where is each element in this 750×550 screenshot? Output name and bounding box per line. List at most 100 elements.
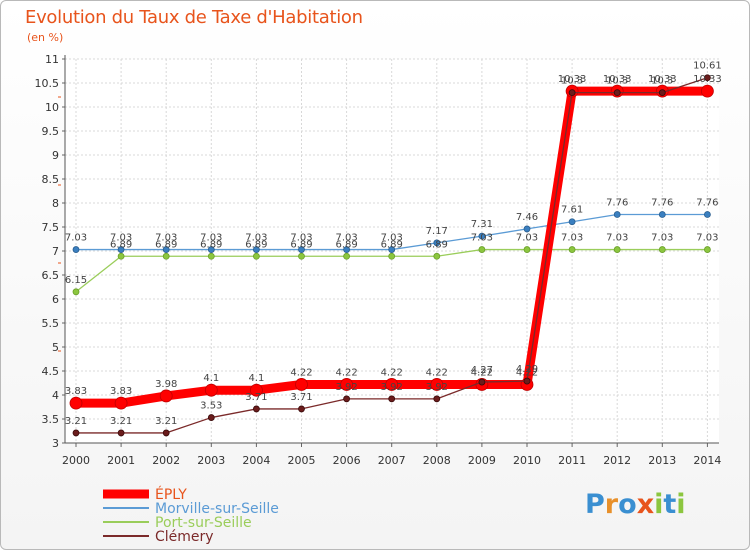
- x-tick-label: 2003: [197, 454, 225, 467]
- data-label: 7.03: [245, 233, 267, 244]
- data-point: [658, 246, 666, 253]
- data-label: 3.71: [290, 392, 312, 403]
- y-tick-label: 5: [52, 341, 59, 354]
- data-point: [523, 377, 531, 385]
- data-point: [568, 246, 576, 253]
- y-tick-label: 3.5: [42, 413, 60, 426]
- data-label: 6.15: [65, 275, 87, 286]
- data-label: 6.89: [381, 239, 403, 250]
- data-label: 10.3: [651, 76, 673, 87]
- data-point: [701, 84, 714, 98]
- data-point: [72, 288, 80, 296]
- data-point: [162, 246, 170, 253]
- data-label: 6.89: [155, 239, 177, 250]
- y-tick-label: 9.5: [42, 125, 60, 138]
- y-tick-label: 3: [52, 437, 59, 450]
- series-lines: [69, 74, 714, 437]
- chart-subtitle: (en %): [27, 31, 64, 44]
- data-label: 6.89: [290, 239, 312, 250]
- y-tick-label: 4: [52, 389, 59, 402]
- data-label: 3.21: [65, 416, 87, 427]
- data-point: [433, 252, 441, 260]
- data-point: [162, 252, 170, 260]
- data-point: [478, 246, 486, 253]
- data-label: 6.89: [200, 239, 222, 250]
- data-label: 4.1: [248, 373, 264, 384]
- y-tick-label: 10.5: [35, 77, 60, 90]
- data-label: 7.31: [471, 219, 493, 230]
- data-label: 10.33: [558, 74, 587, 85]
- y-tick-label: 8.5: [42, 173, 60, 186]
- data-label: 3.92: [335, 382, 357, 393]
- data-label: 7.03: [651, 233, 673, 244]
- data-point: [433, 395, 441, 403]
- data-point: [340, 378, 354, 391]
- logo-letter: P: [585, 489, 605, 520]
- data-point: [523, 246, 531, 253]
- data-point: [433, 239, 441, 247]
- data-label: 3.92: [381, 382, 403, 393]
- legend-label: Port-sur-Seille: [155, 515, 252, 531]
- data-point: [704, 246, 711, 253]
- data-label: 7.03: [200, 233, 222, 244]
- data-label: 7.03: [155, 233, 177, 244]
- data-labels: 3.83 3.833.984.1 4.14.22 4.22 4.22 4.22 4.22 4.…: [65, 61, 722, 427]
- data-point: [207, 252, 215, 260]
- data-point: [523, 225, 531, 233]
- data-label: 7.76: [696, 198, 718, 209]
- data-point: [298, 252, 305, 260]
- data-label: 7.03: [290, 233, 312, 244]
- data-label: 6.89: [426, 239, 448, 250]
- data-point: [388, 252, 396, 260]
- x-tick-label: 2004: [242, 454, 270, 467]
- data-label: 3.21: [110, 416, 132, 427]
- x-tick-label: 2014: [693, 454, 721, 467]
- y-tick-label: 7.5: [42, 221, 60, 234]
- y-tick-label: 10: [45, 101, 59, 114]
- data-label: 4.22: [335, 367, 357, 378]
- data-point: [658, 89, 666, 96]
- logo-letter: t: [663, 489, 677, 520]
- y-tick-label: 7: [52, 245, 59, 258]
- data-point: [478, 232, 486, 240]
- data-label: 6.89: [245, 239, 267, 250]
- data-label: 3.21: [155, 416, 177, 427]
- data-label: 7.03: [471, 233, 493, 244]
- legend: ÉPLYMorville-sur-SeillePort-sur-SeilleCl…: [103, 486, 279, 545]
- data-point: [207, 414, 215, 421]
- data-label: 10.61: [693, 61, 722, 72]
- proxiti-logo: Proxiti: [585, 489, 686, 520]
- data-point: [704, 211, 711, 218]
- data-point: [388, 395, 396, 403]
- data-label: 7.76: [606, 198, 628, 209]
- data-point: [295, 378, 308, 391]
- data-label: 3.83: [65, 386, 87, 397]
- x-tick-label: 2005: [288, 454, 316, 467]
- data-label: 6.89: [335, 239, 357, 250]
- data-label: 7.03: [381, 233, 403, 244]
- data-label: 3.53: [200, 401, 222, 412]
- logo-letter: i: [676, 489, 686, 520]
- y-tick-label: 11: [45, 53, 59, 66]
- y-tick-label: 4.5: [42, 365, 60, 378]
- x-tick-label: 2000: [62, 454, 90, 467]
- x-tick-label: 2008: [423, 454, 451, 467]
- data-point: [207, 246, 215, 253]
- data-label: 3.92: [426, 382, 448, 393]
- data-point: [343, 252, 351, 260]
- data-point: [430, 378, 444, 391]
- data-point: [613, 89, 621, 96]
- data-label: 6.89: [110, 239, 132, 250]
- y-tick-label: 8: [52, 197, 59, 210]
- data-label: 3.98: [155, 379, 177, 390]
- data-label: 7.76: [651, 198, 673, 209]
- data-point: [204, 383, 218, 397]
- x-tick-label: 2001: [107, 454, 135, 467]
- data-label: 7.03: [696, 233, 718, 244]
- data-point: [385, 378, 399, 391]
- logo-letter: i: [654, 489, 664, 520]
- data-label: 3.83: [110, 386, 132, 397]
- data-label: 4.22: [381, 367, 403, 378]
- x-tick-label: 2002: [152, 454, 180, 467]
- logo-letter: x: [636, 489, 655, 520]
